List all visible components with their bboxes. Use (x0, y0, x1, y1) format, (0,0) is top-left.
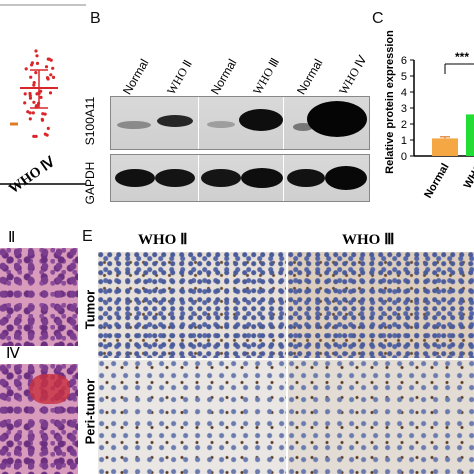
panel-b-letter: B (90, 10, 101, 27)
row-label-tumor: Tumor (82, 289, 98, 330)
panel-a: WHO Ⅳ (0, 0, 86, 200)
blot-s100a11 (110, 96, 370, 150)
ihc-who-ii-peri-tumor (98, 360, 286, 474)
scatter-point (45, 76, 50, 80)
scatter-point (43, 132, 47, 136)
scatter-point (51, 66, 55, 70)
lane-label: WHO Ⅱ (164, 57, 195, 97)
scatter-point (32, 83, 36, 87)
scatter-point (44, 65, 49, 69)
row-label-gapdh: GAPDH (83, 161, 97, 205)
hne-image-top (0, 248, 78, 346)
scatter-point (34, 71, 38, 75)
scatter-point (24, 67, 28, 71)
scatter-point (30, 63, 34, 67)
blot-gapdh (110, 154, 370, 202)
scatter-point (23, 92, 27, 96)
hne-image-bottom (0, 364, 78, 474)
lane-label: Normal (294, 56, 326, 97)
scatter-point (35, 92, 39, 96)
panel-c-letter: C (372, 10, 384, 27)
scatter-point (28, 117, 32, 121)
scatter-point (28, 111, 32, 115)
panel-d-label-top: Ⅱ (8, 230, 16, 246)
y-tick-label: 5 (401, 71, 407, 83)
y-tick-label: 4 (401, 87, 407, 99)
ihc-who-iii-peri-tumor (288, 360, 474, 474)
scatter-point (48, 91, 53, 95)
y-tick-label: 0 (401, 151, 407, 163)
scatter-point (28, 94, 32, 98)
x-tick-label: Normal (422, 162, 451, 201)
scatter-point (31, 111, 35, 115)
scatter-point (39, 95, 43, 99)
x-tick-label: WHO (462, 161, 474, 191)
scatter-point (23, 101, 27, 105)
scatter-point (46, 126, 50, 130)
scatter-point (35, 54, 39, 58)
lane-label: WHO Ⅳ (336, 52, 370, 97)
panel-b: B Normal WHO Ⅱ Normal WHO Ⅲ Normal WHO Ⅳ S100… (83, 0, 370, 218)
bar-who (466, 114, 474, 156)
bar-normal (432, 138, 458, 156)
y-tick-label: 1 (401, 135, 407, 147)
scatter-point (32, 100, 36, 104)
lane-label: WHO Ⅲ (250, 55, 283, 97)
column-header-who-ii: WHO Ⅱ (138, 232, 188, 248)
row-label-peri-tumor: Peri-tumor (82, 378, 98, 445)
scatter-point (28, 96, 33, 100)
scatter-point (34, 49, 38, 53)
lane-label: Normal (208, 56, 240, 97)
scatter-point (32, 81, 36, 85)
panel-d-label-bottom: Ⅳ (6, 346, 20, 362)
panel-a-scatter (0, 4, 86, 185)
scatter-point (43, 112, 47, 116)
significance-label: *** (455, 50, 469, 64)
scatter-point (49, 73, 53, 77)
column-header-who-iii: WHO Ⅲ (342, 232, 395, 248)
lane-label: Normal (120, 56, 152, 97)
ihc-who-ii-tumor (98, 252, 286, 358)
scatter-point (51, 75, 56, 79)
y-tick-label: 3 (401, 103, 407, 115)
scatter-point (40, 117, 44, 121)
ihc-who-iii-tumor (288, 252, 474, 358)
scatter-point (35, 104, 39, 108)
panel-e: E WHO Ⅱ WHO Ⅲ Tumor Peri-tumor (82, 226, 474, 474)
bar-chart: 0 1 2 3 4 5 6 Normal WHO *** (401, 50, 474, 201)
scatter-point (34, 134, 38, 138)
scatter-point (35, 61, 40, 65)
scatter-point (29, 75, 33, 79)
panel-d: Ⅱ Ⅳ (0, 226, 80, 474)
scatter-point (49, 58, 53, 62)
y-tick-label: 6 (401, 55, 407, 67)
scatter-point (32, 134, 36, 138)
panel-e-letter: E (82, 228, 93, 245)
row-label-s100a11: S100A11 (83, 96, 97, 146)
y-tick-label: 2 (401, 119, 407, 131)
